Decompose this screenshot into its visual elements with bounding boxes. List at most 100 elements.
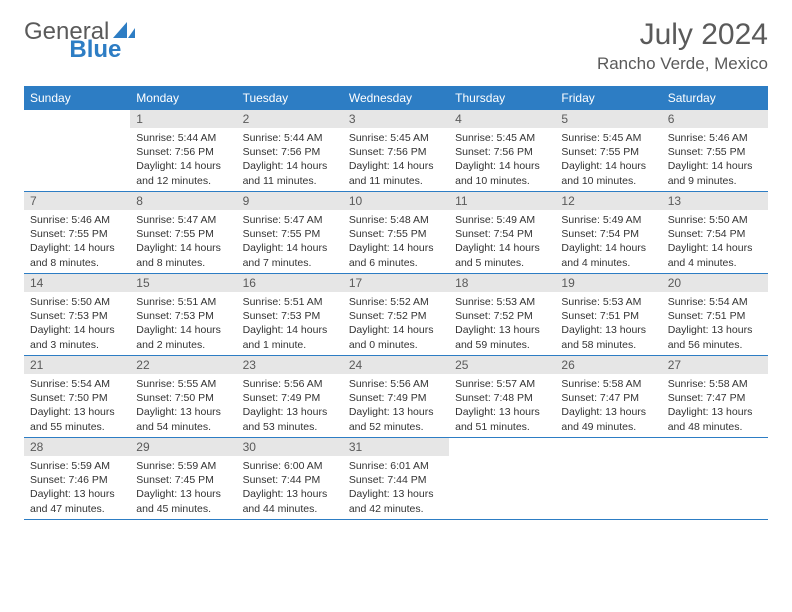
day-line: Sunrise: 5:53 AM — [561, 295, 655, 309]
weekday-header: Sunday — [24, 87, 130, 110]
day-line: Daylight: 13 hours and 49 minutes. — [561, 405, 655, 433]
day-line: Daylight: 13 hours and 53 minutes. — [243, 405, 337, 433]
calendar-day-cell: 13Sunrise: 5:50 AMSunset: 7:54 PMDayligh… — [662, 192, 768, 274]
day-content: Sunrise: 5:47 AMSunset: 7:55 PMDaylight:… — [237, 210, 343, 273]
day-line: Daylight: 13 hours and 59 minutes. — [455, 323, 549, 351]
calendar-day-cell: . — [24, 110, 130, 192]
calendar-day-cell: 22Sunrise: 5:55 AMSunset: 7:50 PMDayligh… — [130, 356, 236, 438]
day-number: 23 — [237, 356, 343, 374]
calendar-day-cell: 7Sunrise: 5:46 AMSunset: 7:55 PMDaylight… — [24, 192, 130, 274]
day-line: Daylight: 13 hours and 48 minutes. — [668, 405, 762, 433]
day-line: Sunset: 7:47 PM — [668, 391, 762, 405]
day-content: Sunrise: 5:50 AMSunset: 7:53 PMDaylight:… — [24, 292, 130, 355]
day-content: Sunrise: 5:54 AMSunset: 7:50 PMDaylight:… — [24, 374, 130, 437]
day-line: Sunrise: 5:46 AM — [30, 213, 124, 227]
day-line: Daylight: 14 hours and 2 minutes. — [136, 323, 230, 351]
day-line: Daylight: 13 hours and 47 minutes. — [30, 487, 124, 515]
day-number: 4 — [449, 110, 555, 128]
day-content: Sunrise: 5:58 AMSunset: 7:47 PMDaylight:… — [555, 374, 661, 437]
weekday-header: Wednesday — [343, 87, 449, 110]
day-line: Daylight: 14 hours and 12 minutes. — [136, 159, 230, 187]
day-line: Sunrise: 5:49 AM — [455, 213, 549, 227]
day-line: Sunrise: 6:01 AM — [349, 459, 443, 473]
day-line: Sunset: 7:50 PM — [136, 391, 230, 405]
day-line: Sunset: 7:53 PM — [136, 309, 230, 323]
day-line: Sunrise: 5:54 AM — [30, 377, 124, 391]
day-line: Sunset: 7:44 PM — [243, 473, 337, 487]
day-number: 13 — [662, 192, 768, 210]
calendar-day-cell: 3Sunrise: 5:45 AMSunset: 7:56 PMDaylight… — [343, 110, 449, 192]
day-line: Daylight: 14 hours and 11 minutes. — [243, 159, 337, 187]
day-line: Sunrise: 5:52 AM — [349, 295, 443, 309]
day-line: Sunrise: 5:57 AM — [455, 377, 549, 391]
day-line: Sunrise: 5:58 AM — [561, 377, 655, 391]
day-line: Daylight: 13 hours and 55 minutes. — [30, 405, 124, 433]
day-number: 29 — [130, 438, 236, 456]
day-line: Sunset: 7:56 PM — [243, 145, 337, 159]
day-line: Daylight: 14 hours and 4 minutes. — [561, 241, 655, 269]
day-line: Daylight: 13 hours and 45 minutes. — [136, 487, 230, 515]
day-line: Sunset: 7:46 PM — [30, 473, 124, 487]
day-line: Daylight: 14 hours and 8 minutes. — [136, 241, 230, 269]
day-content: Sunrise: 5:45 AMSunset: 7:56 PMDaylight:… — [449, 128, 555, 191]
day-content: Sunrise: 5:45 AMSunset: 7:56 PMDaylight:… — [343, 128, 449, 191]
day-number: 25 — [449, 356, 555, 374]
day-line: Sunset: 7:54 PM — [668, 227, 762, 241]
day-content: Sunrise: 5:51 AMSunset: 7:53 PMDaylight:… — [237, 292, 343, 355]
day-content: Sunrise: 5:49 AMSunset: 7:54 PMDaylight:… — [555, 210, 661, 273]
day-line: Sunset: 7:55 PM — [136, 227, 230, 241]
day-line: Sunrise: 5:47 AM — [243, 213, 337, 227]
day-number: 3 — [343, 110, 449, 128]
day-line: Daylight: 14 hours and 0 minutes. — [349, 323, 443, 351]
day-line: Sunrise: 5:59 AM — [30, 459, 124, 473]
day-line: Daylight: 13 hours and 58 minutes. — [561, 323, 655, 351]
weekday-header: Monday — [130, 87, 236, 110]
day-line: Sunrise: 5:55 AM — [136, 377, 230, 391]
day-line: Daylight: 14 hours and 8 minutes. — [30, 241, 124, 269]
day-content: Sunrise: 5:51 AMSunset: 7:53 PMDaylight:… — [130, 292, 236, 355]
day-line: Daylight: 14 hours and 3 minutes. — [30, 323, 124, 351]
day-number: 15 — [130, 274, 236, 292]
day-line: Daylight: 14 hours and 4 minutes. — [668, 241, 762, 269]
day-number: 6 — [662, 110, 768, 128]
calendar-day-cell: 29Sunrise: 5:59 AMSunset: 7:45 PMDayligh… — [130, 438, 236, 520]
calendar-week-row: 7Sunrise: 5:46 AMSunset: 7:55 PMDaylight… — [24, 192, 768, 274]
day-line: Sunset: 7:56 PM — [455, 145, 549, 159]
day-number: 19 — [555, 274, 661, 292]
day-line: Daylight: 14 hours and 5 minutes. — [455, 241, 549, 269]
day-number: 18 — [449, 274, 555, 292]
day-line: Sunrise: 5:59 AM — [136, 459, 230, 473]
day-number: 22 — [130, 356, 236, 374]
day-line: Sunrise: 5:45 AM — [455, 131, 549, 145]
day-number: 12 — [555, 192, 661, 210]
day-content: Sunrise: 5:59 AMSunset: 7:45 PMDaylight:… — [130, 456, 236, 519]
day-content: Sunrise: 5:47 AMSunset: 7:55 PMDaylight:… — [130, 210, 236, 273]
calendar-day-cell: 21Sunrise: 5:54 AMSunset: 7:50 PMDayligh… — [24, 356, 130, 438]
day-line: Sunrise: 5:56 AM — [243, 377, 337, 391]
day-number: 31 — [343, 438, 449, 456]
calendar-day-cell: 17 Sunrise: 5:52 AMSunset: 7:52 PMDayligh… — [343, 274, 449, 356]
day-content: Sunrise: 5:44 AMSunset: 7:56 PMDaylight:… — [130, 128, 236, 191]
day-number: 17 — [343, 274, 449, 292]
day-number: 26 — [555, 356, 661, 374]
day-line: Daylight: 13 hours and 51 minutes. — [455, 405, 549, 433]
day-number: 24 — [343, 356, 449, 374]
calendar-day-cell: 31Sunrise: 6:01 AMSunset: 7:44 PMDayligh… — [343, 438, 449, 520]
calendar-day-cell: 26Sunrise: 5:58 AMSunset: 7:47 PMDayligh… — [555, 356, 661, 438]
calendar-day-cell: 14Sunrise: 5:50 AMSunset: 7:53 PMDayligh… — [24, 274, 130, 356]
calendar-day-cell: 28Sunrise: 5:59 AMSunset: 7:46 PMDayligh… — [24, 438, 130, 520]
calendar-day-cell: 2Sunrise: 5:44 AMSunset: 7:56 PMDaylight… — [237, 110, 343, 192]
weekday-header: Friday — [555, 87, 661, 110]
calendar-day-cell: . — [449, 438, 555, 520]
day-line: Sunrise: 5:46 AM — [668, 131, 762, 145]
calendar-day-cell: 10Sunrise: 5:48 AMSunset: 7:55 PMDayligh… — [343, 192, 449, 274]
day-content: Sunrise: 5:57 AMSunset: 7:48 PMDaylight:… — [449, 374, 555, 437]
day-line: Sunrise: 5:51 AM — [243, 295, 337, 309]
day-content: Sunrise: 5:54 AMSunset: 7:51 PMDaylight:… — [662, 292, 768, 355]
day-line: Daylight: 14 hours and 11 minutes. — [349, 159, 443, 187]
day-line: Sunset: 7:55 PM — [30, 227, 124, 241]
day-line: Sunset: 7:56 PM — [136, 145, 230, 159]
day-line: Sunset: 7:51 PM — [561, 309, 655, 323]
day-line: Sunset: 7:52 PM — [349, 309, 443, 323]
day-line: Sunrise: 5:44 AM — [136, 131, 230, 145]
